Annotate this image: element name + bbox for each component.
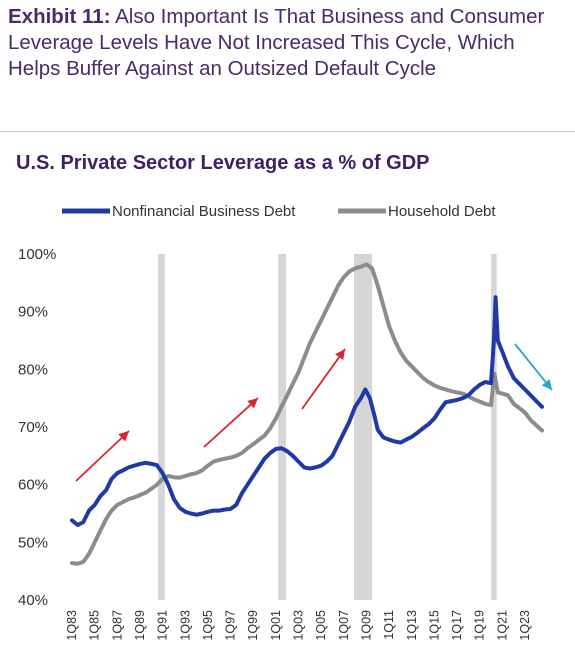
header-divider	[0, 131, 575, 132]
series-line-business	[70, 295, 544, 527]
x-tick-label: 1Q07	[337, 610, 351, 641]
x-tick-label: 1Q13	[405, 610, 419, 641]
trend-arrow-down	[514, 343, 553, 391]
x-tick-label: 1Q87	[110, 610, 124, 641]
x-tick-label: 1Q19	[473, 610, 487, 641]
y-tick-label: 50%	[18, 534, 48, 551]
legend-label: Household Debt	[388, 203, 496, 220]
x-tick-label: 1Q83	[65, 610, 79, 641]
x-tick-label: 1Q99	[246, 610, 260, 641]
x-tick-label: 1Q05	[314, 610, 328, 641]
x-tick-label: 1Q97	[224, 610, 238, 641]
recession-bands	[158, 254, 497, 600]
y-tick-label: 80%	[18, 361, 48, 378]
x-tick-label: 1Q09	[359, 610, 373, 641]
x-tick-label: 1Q17	[450, 610, 464, 641]
exhibit-title: Also Important Is That Business and Cons…	[8, 5, 545, 80]
legend-label: Nonfinancial Business Debt	[112, 203, 296, 220]
x-tick-label: 1Q01	[269, 610, 283, 641]
y-tick-label: 70%	[18, 419, 48, 436]
x-tick-label: 1Q15	[427, 610, 441, 641]
trend-arrows	[75, 343, 553, 482]
chart-title: U.S. Private Sector Leverage as a % of G…	[16, 152, 430, 174]
y-tick-label: 60%	[18, 477, 48, 494]
y-axis: 40% 50% 60% 70% 80% 90% 100%	[18, 246, 56, 609]
recession-band-1	[158, 254, 165, 600]
x-tick-label: 1Q93	[178, 610, 192, 641]
legend: Nonfinancial Business Debt Household Debt	[62, 203, 496, 220]
x-axis: 1Q83 1Q85 1Q87 1Q89 1Q91 1Q93 1Q95 1Q97 1Q99 1Q01…	[65, 610, 532, 641]
recession-band-3	[354, 254, 373, 600]
y-tick-label: 40%	[18, 592, 48, 609]
trend-arrow-up-2	[203, 397, 259, 448]
exhibit-heading: Exhibit 11: Also Important Is That Busin…	[8, 4, 568, 82]
y-tick-label: 90%	[18, 304, 48, 321]
y-tick-label: 100%	[18, 246, 56, 263]
x-tick-label: 1Q23	[518, 610, 532, 641]
x-tick-label: 1Q89	[133, 610, 147, 641]
recession-band-4	[491, 254, 497, 600]
x-tick-label: 1Q03	[292, 610, 306, 641]
legend-item-household: Household Debt	[338, 203, 496, 220]
x-tick-label: 1Q11	[382, 610, 396, 640]
series-line-household	[70, 262, 544, 566]
trend-arrow-up-1	[75, 430, 130, 482]
series-lines	[70, 262, 544, 566]
x-tick-label: 1Q21	[495, 610, 509, 641]
exhibit-label: Exhibit 11:	[8, 5, 111, 28]
x-tick-label: 1Q91	[156, 610, 170, 641]
legend-item-business: Nonfinancial Business Debt	[62, 203, 296, 220]
x-tick-label: 1Q85	[88, 610, 102, 641]
recession-band-2	[278, 254, 287, 600]
x-tick-label: 1Q95	[201, 610, 215, 641]
trend-arrow-up-3	[301, 348, 346, 410]
